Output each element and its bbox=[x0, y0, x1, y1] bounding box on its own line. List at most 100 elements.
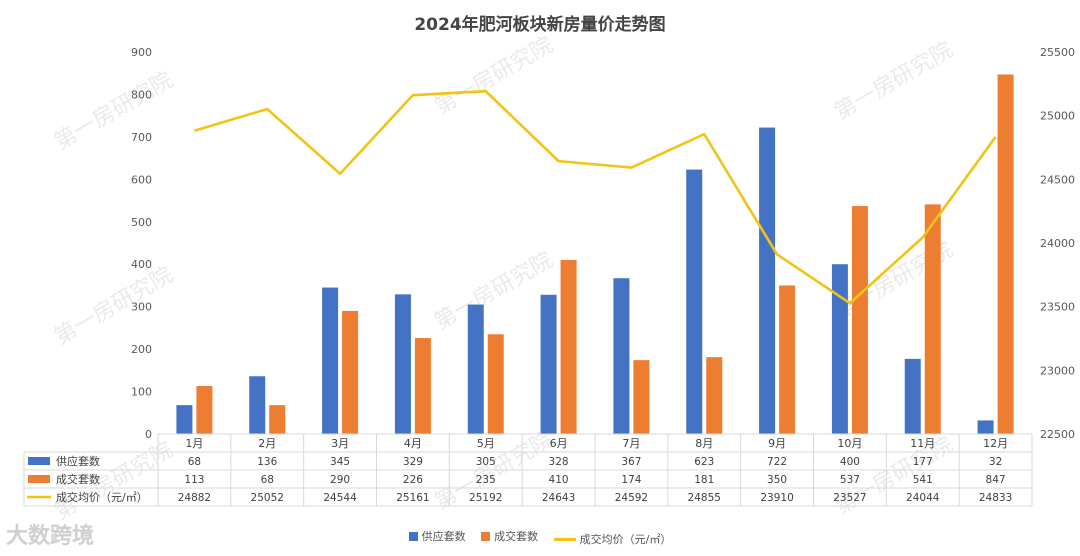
x-tick-label: 2月 bbox=[258, 437, 276, 450]
bar-supply bbox=[831, 264, 848, 434]
bar-deals bbox=[269, 405, 286, 434]
table-cell-value: 541 bbox=[913, 474, 933, 486]
table-cell-value: 24592 bbox=[615, 492, 648, 504]
legend: 供应套数 成交套数 成交均价（元/㎡） bbox=[0, 528, 1080, 547]
y-left-tick-label: 200 bbox=[131, 343, 152, 356]
y-right-tick-label: 23500 bbox=[1040, 301, 1075, 314]
table-row-label: 成交均价（元/㎡） bbox=[56, 490, 148, 504]
x-tick-label: 5月 bbox=[477, 437, 495, 450]
y-right-tick-label: 23000 bbox=[1040, 364, 1075, 377]
x-tick-label: 11月 bbox=[910, 437, 935, 450]
table-cell-value: 400 bbox=[840, 456, 860, 468]
y-left-tick-label: 600 bbox=[131, 173, 152, 186]
bar-supply bbox=[904, 358, 921, 434]
table-cell-value: 23910 bbox=[760, 492, 793, 504]
y-left-tick-label: 300 bbox=[131, 301, 152, 314]
table-cell-value: 181 bbox=[694, 474, 714, 486]
y-left-tick-label: 900 bbox=[131, 46, 152, 59]
table-cell-value: 537 bbox=[840, 474, 860, 486]
x-tick-label: 12月 bbox=[983, 437, 1008, 450]
table-cell-value: 328 bbox=[549, 456, 569, 468]
table-cell-value: 68 bbox=[188, 456, 201, 468]
y-right-tick-label: 24500 bbox=[1040, 173, 1075, 186]
legend-item-deals: 成交套数 bbox=[481, 528, 538, 544]
y-left-tick-label: 500 bbox=[131, 216, 152, 229]
table-cell-value: 24833 bbox=[979, 492, 1012, 504]
bar-supply bbox=[176, 405, 193, 434]
table-cell-value: 367 bbox=[621, 456, 641, 468]
bar-supply bbox=[467, 304, 484, 434]
bar-deals bbox=[779, 285, 796, 434]
legend-label-deals: 成交套数 bbox=[494, 530, 539, 543]
watermark-text: 第一房研究院 bbox=[831, 38, 958, 126]
logo-watermark: 大数跨境 bbox=[6, 524, 95, 549]
bar-supply bbox=[686, 169, 703, 434]
table-cell-value: 623 bbox=[694, 456, 714, 468]
bar-supply bbox=[394, 294, 411, 434]
bar-deals bbox=[560, 259, 577, 434]
table-cell-value: 226 bbox=[403, 474, 423, 486]
bar-deals bbox=[487, 334, 504, 434]
bar-deals bbox=[851, 206, 868, 434]
x-tick-label: 3月 bbox=[331, 437, 349, 450]
bar-deals bbox=[414, 338, 431, 434]
watermark-text: 第一房研究院 bbox=[431, 248, 558, 336]
y-right-tick-label: 25500 bbox=[1040, 46, 1075, 59]
table-cell-value: 174 bbox=[621, 474, 641, 486]
bar-supply bbox=[613, 278, 630, 434]
y-right-tick-label: 24000 bbox=[1040, 237, 1075, 250]
legend-swatch-supply bbox=[408, 531, 418, 541]
x-tick-label: 10月 bbox=[837, 437, 862, 450]
table-cell-value: 305 bbox=[476, 456, 496, 468]
watermark-text: 第一房研究院 bbox=[431, 33, 558, 121]
table-cell-value: 25052 bbox=[251, 492, 284, 504]
table-cell-value: 847 bbox=[986, 474, 1006, 486]
x-tick-label: 6月 bbox=[550, 437, 568, 450]
table-cell-value: 350 bbox=[767, 474, 787, 486]
table-cell-value: 290 bbox=[330, 474, 350, 486]
bar-deals bbox=[633, 360, 650, 434]
legend-swatch-deals bbox=[481, 531, 491, 541]
y-right-tick-label: 25000 bbox=[1040, 110, 1075, 123]
table-cell-value: 722 bbox=[767, 456, 787, 468]
table-cell-value: 329 bbox=[403, 456, 423, 468]
y-left-tick-label: 700 bbox=[131, 131, 152, 144]
watermark-text: 第一房研究院 bbox=[51, 68, 178, 156]
legend-item-price: 成交均价（元/㎡） bbox=[553, 531, 672, 547]
table-cell-value: 345 bbox=[330, 456, 350, 468]
line-avg-price bbox=[194, 89, 997, 305]
x-tick-label: 9月 bbox=[768, 437, 786, 450]
table-cell-value: 24544 bbox=[323, 492, 357, 504]
bar-deals bbox=[924, 204, 941, 434]
table-cell-value: 24643 bbox=[542, 492, 575, 504]
bar-supply bbox=[977, 420, 994, 434]
table-cell-value: 23527 bbox=[833, 492, 866, 504]
x-tick-label: 7月 bbox=[622, 437, 640, 450]
x-tick-label: 8月 bbox=[695, 437, 713, 450]
table-cell-value: 24882 bbox=[178, 492, 211, 504]
bar-supply bbox=[322, 287, 339, 434]
table-cell-value: 177 bbox=[913, 456, 933, 468]
bar-deals bbox=[706, 357, 723, 434]
table-row-swatch bbox=[28, 457, 50, 465]
table-cell-value: 113 bbox=[184, 474, 204, 486]
legend-swatch-price bbox=[553, 537, 576, 541]
y-left-tick-label: 100 bbox=[131, 386, 152, 399]
table-cell-value: 24855 bbox=[688, 492, 721, 504]
table-cell-value: 25192 bbox=[469, 492, 502, 504]
table-cell-value: 136 bbox=[257, 456, 277, 468]
bar-deals bbox=[997, 74, 1014, 435]
x-tick-label: 4月 bbox=[404, 437, 422, 450]
table-cell-value: 32 bbox=[989, 456, 1002, 468]
y-left-tick-label: 0 bbox=[145, 428, 152, 441]
table-row-label: 供应套数 bbox=[56, 454, 100, 468]
table-cell-value: 235 bbox=[476, 474, 496, 486]
table-row-swatch bbox=[28, 475, 50, 483]
legend-label-price: 成交均价（元/㎡） bbox=[579, 533, 672, 546]
bar-supply bbox=[249, 376, 266, 434]
watermark-text: 第一房研究院 bbox=[51, 263, 178, 351]
table-cell-value: 24044 bbox=[906, 492, 940, 504]
bar-deals bbox=[342, 310, 359, 434]
table-row-label: 成交套数 bbox=[56, 472, 100, 486]
